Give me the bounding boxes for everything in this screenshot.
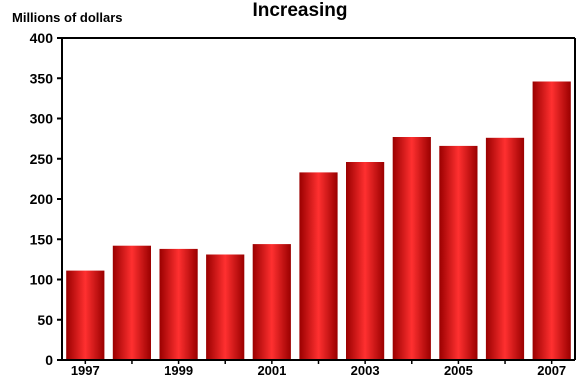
x-tick-label: 1997 <box>71 363 100 377</box>
x-tick-labels: 1997 1999 2001 2003 2005 2007 <box>71 363 566 378</box>
bar-2001 <box>252 244 291 360</box>
y-axis-label: Millions of dollars <box>12 10 123 25</box>
y-tick-label: 250 <box>30 151 54 167</box>
y-tick-label: 350 <box>30 70 54 86</box>
bar-2007 <box>532 81 571 360</box>
y-tick-label: 150 <box>30 231 54 247</box>
bar-1998 <box>112 245 151 360</box>
bar-2006 <box>485 137 525 360</box>
bars-group <box>66 81 571 360</box>
x-tick-label: 2005 <box>444 363 473 377</box>
bar-1997 <box>66 270 105 360</box>
y-tick-label: 400 <box>30 30 54 46</box>
bar-2005 <box>439 145 478 360</box>
x-tick-label: 2007 <box>537 363 566 377</box>
chart-title: Increasing <box>252 0 347 21</box>
x-tick-label: 2003 <box>351 363 380 377</box>
x-tick-label: 2001 <box>257 363 286 377</box>
bar-2004 <box>392 137 431 360</box>
axes-group <box>57 37 576 364</box>
y-tick-label: 0 <box>45 352 53 368</box>
y-tick-labels: 0 50 100 150 200 250 300 350 400 <box>30 30 54 368</box>
y-tick-label: 100 <box>30 272 54 288</box>
bar-2002 <box>299 172 338 360</box>
y-tick-label: 50 <box>37 312 53 328</box>
y-tick-label: 200 <box>30 191 54 207</box>
bar-2003 <box>346 162 385 360</box>
x-tick-label: 1999 <box>164 363 193 377</box>
bar-1999 <box>159 248 198 360</box>
y-tick-label: 300 <box>30 111 54 127</box>
bar-2000 <box>206 254 245 360</box>
